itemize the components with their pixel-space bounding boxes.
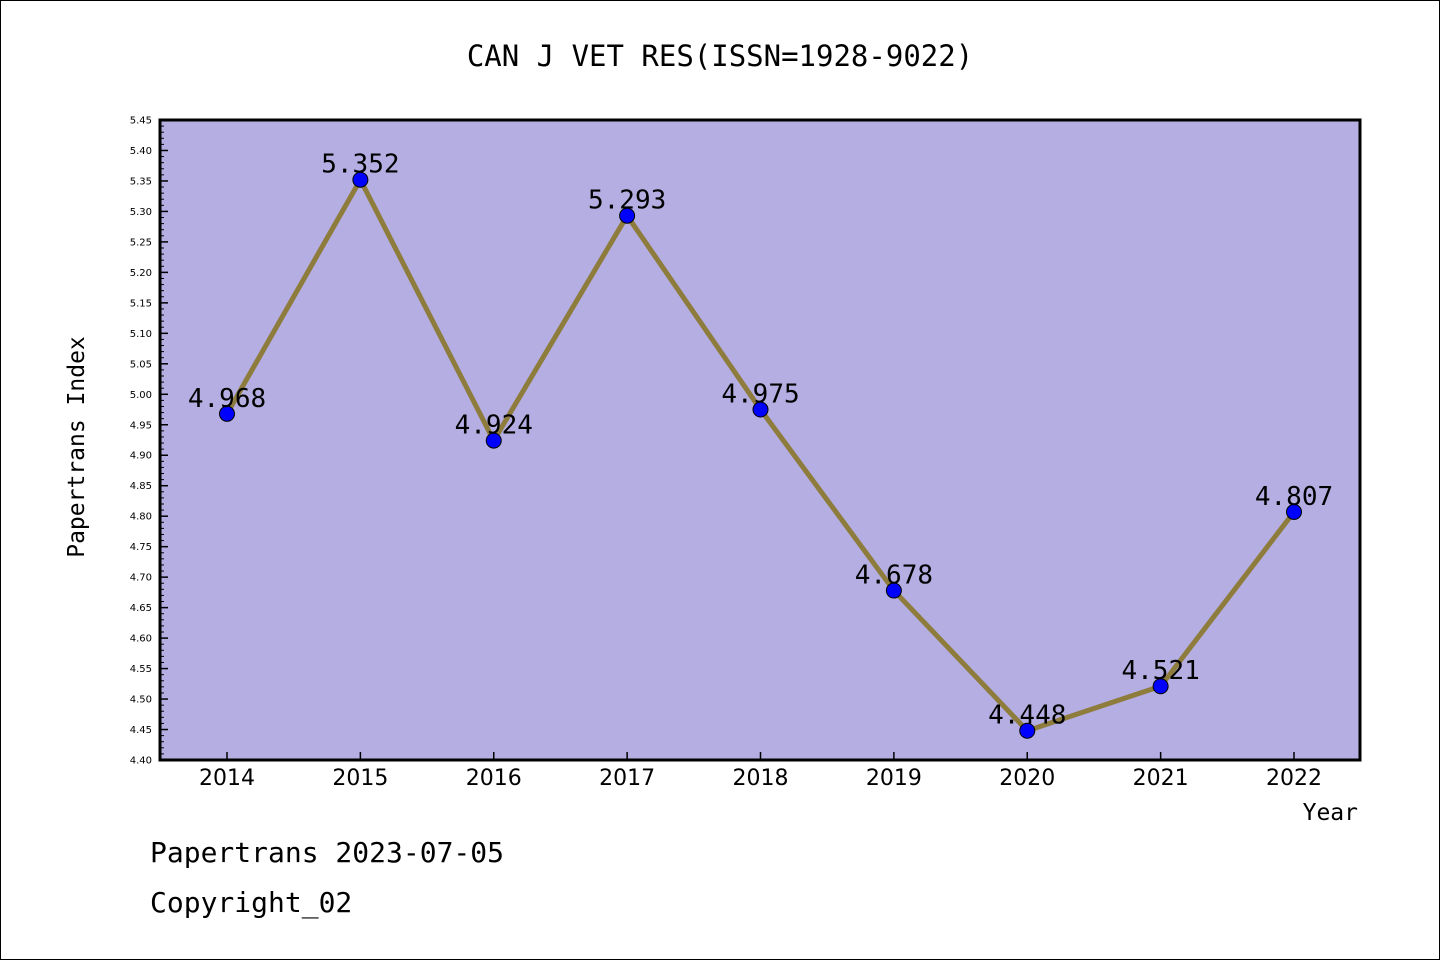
y-axis: 4.40 4.45 4.50 4.55 4.60 4.65 4.70 4.75 4.80 4.85… [130,116,168,767]
x-axis-label: Year [1303,800,1358,826]
data-point [752,401,769,418]
y-tick-label: 5.35 [130,176,152,187]
plot-area [160,120,1360,760]
x-axis: 2014 2015 2016 2017 2018 2019 2020 2021 2022 [199,752,1322,791]
y-tick-label: 5.00 [130,390,152,401]
data-label: 4.448 [988,701,1066,731]
x-tick-label: 2022 [1266,766,1322,791]
x-tick-label: 2020 [999,766,1055,791]
data-label: 4.678 [855,561,933,591]
y-tick-label: 5.20 [130,268,152,279]
data-labels: 4.968 5.352 4.924 5.293 4.975 4.678 4.448 4.521… [188,150,1333,731]
x-tick-label: 2014 [199,766,255,791]
y-tick-label: 5.10 [130,329,152,340]
data-point [1152,678,1169,695]
data-label: 4.807 [1255,482,1333,512]
data-label: 4.968 [188,384,266,414]
y-tick-label: 4.60 [130,634,152,645]
footer-copyright: Copyright_02 [150,886,353,919]
data-markers [219,171,1302,739]
data-label: 5.352 [321,150,399,180]
y-tick-label: 5.05 [130,359,152,370]
y-tick-label: 5.15 [130,298,152,309]
data-label: 4.975 [721,380,799,410]
data-label: 4.521 [1121,656,1199,686]
y-tick-label: 4.55 [130,664,152,675]
y-tick-label: 4.90 [130,451,152,462]
data-point [485,432,502,449]
data-point [1019,722,1036,739]
y-tick-label: 4.50 [130,695,152,706]
y-tick-label: 4.70 [130,573,152,584]
x-tick-label: 2019 [866,766,922,791]
x-tick-label: 2016 [466,766,522,791]
y-tick-label: 4.75 [130,542,152,553]
y-tick-label: 4.95 [130,420,152,431]
x-tick-label: 2015 [332,766,388,791]
y-tick-label: 4.85 [130,481,152,492]
y-tick-label: 4.45 [130,725,152,736]
y-tick-label: 5.30 [130,207,152,218]
data-point [1286,503,1302,520]
y-tick-label: 5.25 [130,237,152,248]
y-axis-label: Papertrans Index [64,336,90,558]
y-tick-label: 5.45 [130,116,152,127]
data-label: 4.924 [455,411,533,441]
data-point [219,405,235,422]
footer-date: Papertrans 2023-07-05 [150,836,505,869]
plot-border [158,118,1362,762]
data-label: 5.293 [588,186,666,216]
x-tick-label: 2017 [599,766,655,791]
data-point [885,582,902,599]
chart-title: CAN J VET RES(ISSN=1928-9022) [467,39,973,73]
x-tick-label: 2021 [1133,766,1189,791]
y-tick-label: 4.80 [130,512,152,523]
x-tick-label: 2018 [733,766,789,791]
data-point [352,171,369,188]
y-tick-label: 4.40 [130,756,152,767]
y-tick-label: 5.40 [130,146,152,157]
y-tick-label: 4.65 [130,603,152,614]
data-point [619,207,636,224]
